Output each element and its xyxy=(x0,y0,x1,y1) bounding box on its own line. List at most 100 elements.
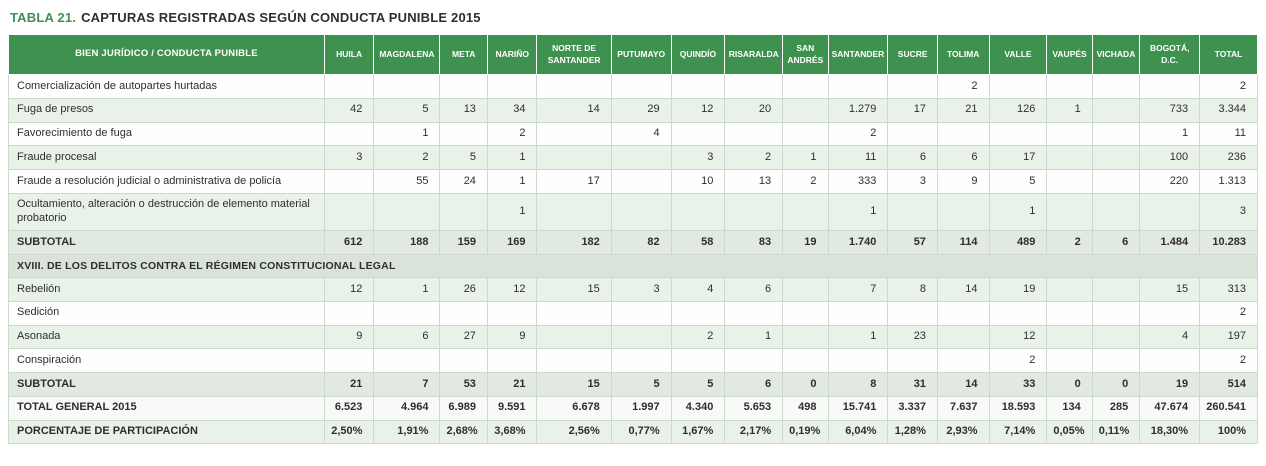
value-cell: 26 xyxy=(439,277,488,302)
value-cell: 188 xyxy=(373,230,441,255)
value-cell: 7.637 xyxy=(936,395,990,421)
value-cell: 19 xyxy=(782,230,829,255)
value-cell: 18.593 xyxy=(988,395,1048,421)
value-cell: 12 xyxy=(486,277,538,302)
value-cell: 114 xyxy=(936,230,990,255)
column-header-conducta-punible: BIEN JURÍDICO / CONDUCTA PUNIBLE xyxy=(8,34,325,75)
value-cell: 1 xyxy=(827,324,889,350)
table-row: Conspiración 2 2 xyxy=(8,348,1258,374)
table-title: TABLA 21. CAPTURAS REGISTRADAS SEGÚN COND… xyxy=(10,10,1258,25)
value-cell xyxy=(373,192,441,232)
value-cell: 6 xyxy=(887,145,938,170)
value-cell: 0,77% xyxy=(610,419,672,445)
value-cell: 18,30% xyxy=(1139,419,1201,445)
value-cell: 15 xyxy=(536,372,612,397)
value-cell xyxy=(323,74,375,99)
value-cell xyxy=(827,348,889,374)
column-header: NORTE DE SANTANDER xyxy=(536,34,612,75)
value-cell: 1 xyxy=(1046,97,1093,123)
table-row: SUBTOTAL 612 188 159 169 182 82 58 83 19 1.740 57 11… xyxy=(8,230,1258,255)
value-cell: 0 xyxy=(782,372,829,397)
value-cell: 6 xyxy=(373,324,441,350)
value-cell xyxy=(782,192,829,232)
value-cell: 3 xyxy=(323,145,375,170)
row-label: Favorecimiento de fuga xyxy=(8,121,325,147)
value-cell: 3 xyxy=(1199,192,1258,232)
value-cell xyxy=(610,348,672,374)
value-cell: 13 xyxy=(724,169,784,194)
value-cell xyxy=(1139,74,1201,99)
value-cell xyxy=(1091,74,1141,99)
value-cell: 2 xyxy=(782,169,829,194)
value-cell: 0 xyxy=(1091,372,1141,397)
value-cell xyxy=(782,300,829,326)
value-cell: 5.653 xyxy=(724,395,784,421)
value-cell: 9 xyxy=(486,324,538,350)
value-cell xyxy=(1046,121,1093,147)
value-cell: 57 xyxy=(887,230,938,255)
value-cell: 4 xyxy=(1139,324,1201,350)
value-cell: 0,05% xyxy=(1046,419,1093,445)
value-cell xyxy=(323,300,375,326)
column-header: SAN ANDRÉS xyxy=(782,34,829,75)
value-cell xyxy=(782,277,829,302)
value-cell: 6.678 xyxy=(536,395,612,421)
value-cell: 1,67% xyxy=(670,419,726,445)
column-header: RISARALDA xyxy=(724,34,784,75)
value-cell: 42 xyxy=(323,97,375,123)
value-cell: 126 xyxy=(988,97,1048,123)
column-header: VALLE xyxy=(988,34,1048,75)
value-cell xyxy=(373,348,441,374)
value-cell xyxy=(936,348,990,374)
value-cell: 4 xyxy=(670,277,726,302)
value-cell: 333 xyxy=(827,169,889,194)
value-cell: 21 xyxy=(936,97,990,123)
value-cell: 6 xyxy=(724,372,784,397)
value-cell: 1 xyxy=(1139,121,1201,147)
value-cell xyxy=(1091,121,1141,147)
table-row: Rebelión 12 1 26 12 15 3 4 6 7 8 14 19 15 313 xyxy=(8,277,1258,302)
value-cell xyxy=(536,74,612,99)
value-cell xyxy=(887,121,938,147)
value-cell: 4 xyxy=(610,121,672,147)
value-cell: 1.484 xyxy=(1139,230,1201,255)
value-cell xyxy=(323,169,375,194)
column-header: HUILA xyxy=(323,34,375,75)
section-title: XVIII. DE LOS DELITOS CONTRA EL RÉGIMEN … xyxy=(8,253,1258,279)
value-cell: 15.741 xyxy=(827,395,889,421)
value-cell: 220 xyxy=(1139,169,1201,194)
value-cell: 514 xyxy=(1199,372,1258,397)
value-cell: 5 xyxy=(988,169,1048,194)
value-cell xyxy=(1091,300,1141,326)
column-header: NARIÑO xyxy=(486,34,538,75)
value-cell: 15 xyxy=(1139,277,1201,302)
value-cell xyxy=(887,300,938,326)
table-row: Ocultamiento, alteración o destrucción d… xyxy=(8,192,1258,232)
value-cell: 3 xyxy=(887,169,938,194)
value-cell: 24 xyxy=(439,169,488,194)
value-cell: 2,17% xyxy=(724,419,784,445)
value-cell xyxy=(1046,145,1093,170)
row-label: Asonada xyxy=(8,324,325,350)
value-cell xyxy=(782,74,829,99)
value-cell xyxy=(373,74,441,99)
value-cell: 58 xyxy=(670,230,726,255)
value-cell xyxy=(670,74,726,99)
table-row: Asonada 9 6 27 9 2 1 1 23 12 4 197 xyxy=(8,324,1258,350)
value-cell xyxy=(1091,97,1141,123)
value-cell: 2,93% xyxy=(936,419,990,445)
value-cell: 8 xyxy=(887,277,938,302)
value-cell xyxy=(439,192,488,232)
value-cell: 498 xyxy=(782,395,829,421)
value-cell xyxy=(486,300,538,326)
value-cell: 1,28% xyxy=(887,419,938,445)
column-header: QUINDÍO xyxy=(670,34,726,75)
value-cell: 2 xyxy=(827,121,889,147)
value-cell: 17 xyxy=(988,145,1048,170)
value-cell xyxy=(782,121,829,147)
value-cell: 55 xyxy=(373,169,441,194)
value-cell: 6.523 xyxy=(323,395,375,421)
value-cell xyxy=(782,324,829,350)
value-cell: 17 xyxy=(887,97,938,123)
value-cell xyxy=(1046,277,1093,302)
